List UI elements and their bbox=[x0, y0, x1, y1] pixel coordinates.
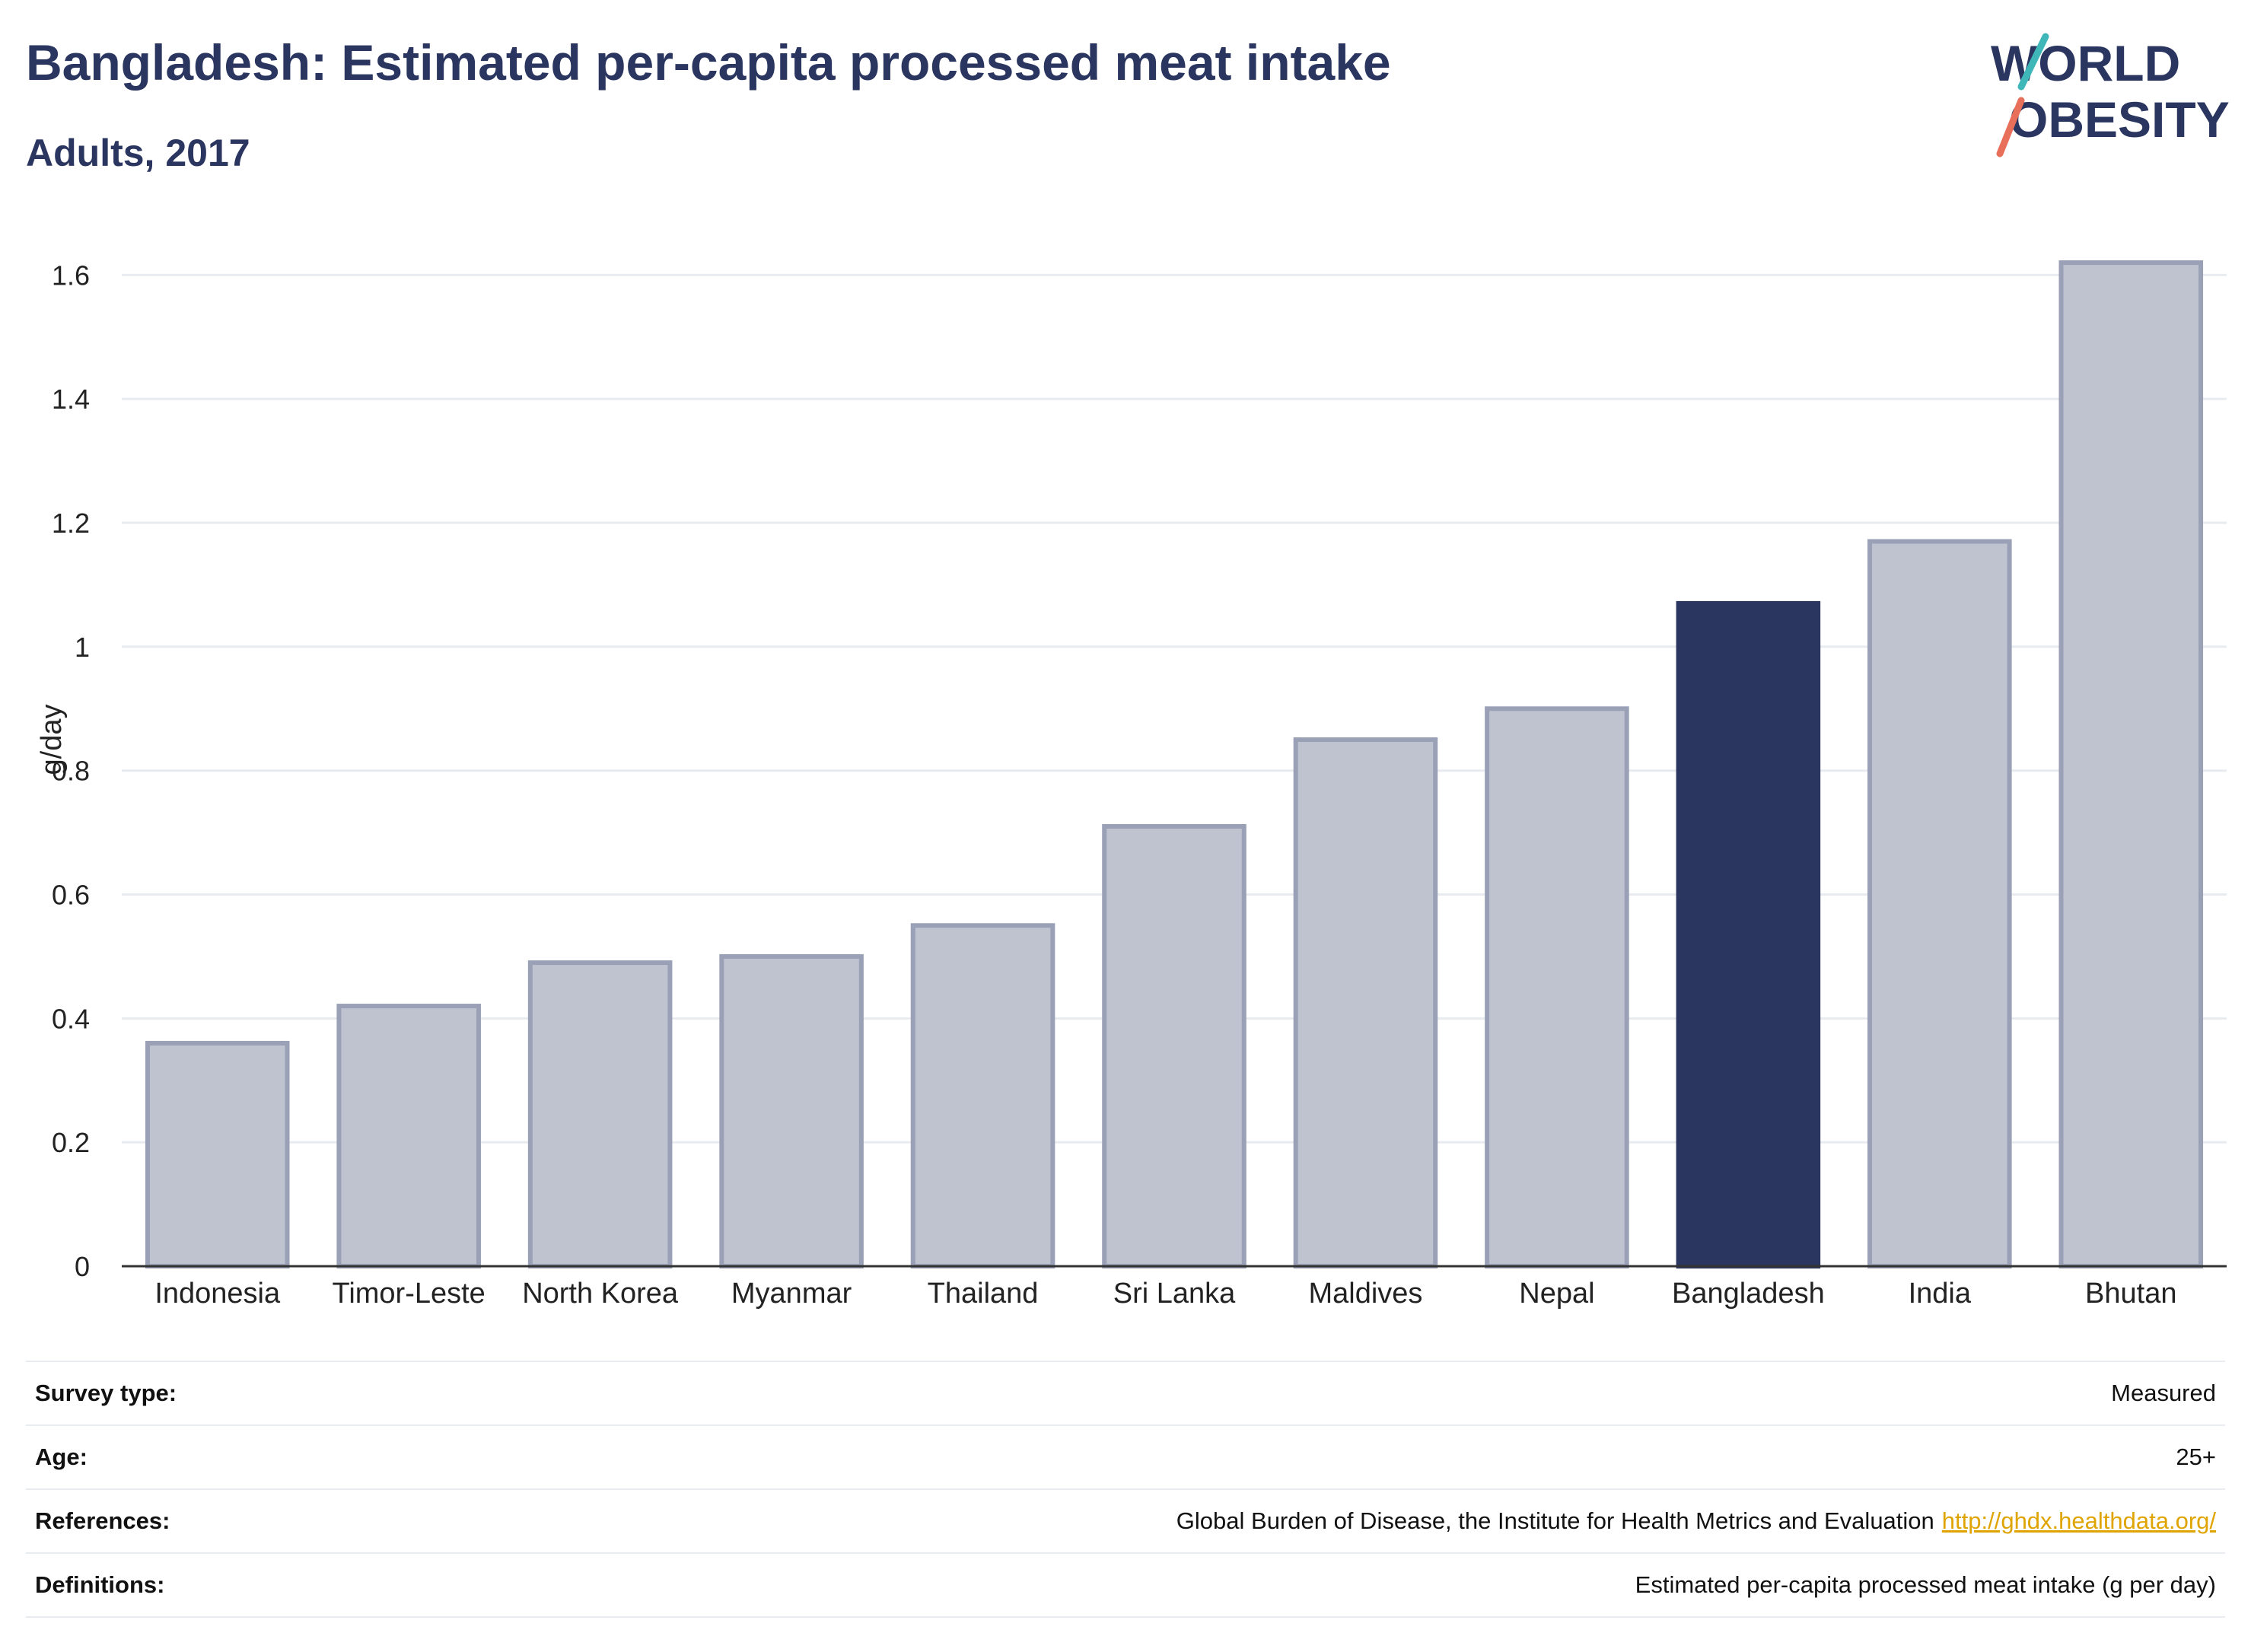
logo-line2: OBESITY bbox=[2009, 91, 2230, 148]
y-tick-label: 1 bbox=[75, 632, 90, 663]
x-tick-label: Maldives bbox=[1308, 1278, 1422, 1310]
world-obesity-logo: WORLD OBESITY bbox=[1991, 33, 2230, 158]
x-tick-label: Bhutan bbox=[2085, 1278, 2176, 1310]
info-label: Definitions: bbox=[35, 1571, 165, 1598]
bar-indonesia bbox=[145, 1040, 290, 1268]
page-title: Bangladesh: Estimated per-capita process… bbox=[26, 34, 1391, 91]
logo-slash-coral bbox=[1996, 97, 2025, 158]
bar-bangladesh bbox=[1676, 600, 1821, 1268]
info-value-references: Global Burden of Disease, the Institute … bbox=[1176, 1507, 2225, 1535]
bar-maldives bbox=[1293, 737, 1438, 1268]
info-label: Age: bbox=[35, 1444, 88, 1470]
reference-text: Global Burden of Disease, the Institute … bbox=[1176, 1507, 1934, 1534]
info-value: Estimated per-capita processed meat inta… bbox=[1635, 1571, 2216, 1598]
info-row-definitions: Definitions: Estimated per-capita proces… bbox=[26, 1552, 2225, 1618]
info-value: Measured bbox=[2111, 1380, 2216, 1406]
bar-nepal bbox=[1485, 706, 1629, 1268]
x-tick-label: Timor-Leste bbox=[333, 1278, 486, 1310]
y-tick-label: 0.6 bbox=[52, 880, 90, 911]
info-row-survey-type: Survey type: Measured bbox=[26, 1361, 2225, 1424]
info-label: Survey type: bbox=[35, 1380, 177, 1406]
info-table: Survey type: Measured Age: 25+ Reference… bbox=[26, 1361, 2225, 1618]
logo-slash-teal bbox=[2017, 33, 2049, 91]
y-tick-label: 1.6 bbox=[52, 259, 90, 291]
x-tick-label: Indonesia bbox=[154, 1278, 281, 1310]
y-tick-label: 1.2 bbox=[52, 508, 90, 539]
x-tick-label: Nepal bbox=[1519, 1278, 1594, 1310]
reference-link[interactable]: http://ghdx.healthdata.org/ bbox=[1941, 1507, 2216, 1534]
info-value: 25+ bbox=[2176, 1444, 2216, 1470]
x-tick-label: India bbox=[1909, 1278, 1972, 1310]
bar-timor-leste bbox=[336, 1004, 481, 1268]
page-subtitle: Adults, 2017 bbox=[26, 132, 250, 174]
y-tick-label: 0.8 bbox=[52, 756, 90, 787]
bar-bhutan bbox=[2058, 260, 2204, 1269]
info-row-age: Age: 25+ bbox=[26, 1424, 2225, 1488]
y-tick-label: 1.4 bbox=[52, 384, 90, 415]
x-tick-label: Sri Lanka bbox=[1113, 1278, 1236, 1310]
x-tick-label: Thailand bbox=[928, 1278, 1039, 1310]
bar-thailand bbox=[910, 923, 1055, 1268]
bar-sri-lanka bbox=[1102, 823, 1246, 1268]
x-tick-label: Bangladesh bbox=[1672, 1278, 1825, 1310]
y-tick-label: 0 bbox=[75, 1251, 90, 1282]
y-tick-label: 0.2 bbox=[52, 1127, 90, 1158]
bar-myanmar bbox=[719, 953, 864, 1268]
logo-line1: WORLD bbox=[1991, 35, 2180, 91]
info-row-references: References: Global Burden of Disease, th… bbox=[26, 1488, 2225, 1552]
x-tick-label: North Korea bbox=[522, 1278, 679, 1310]
x-tick-label: Myanmar bbox=[731, 1278, 852, 1310]
info-label: References: bbox=[35, 1507, 170, 1534]
bar-india bbox=[1867, 539, 2012, 1268]
y-axis-label: g/day bbox=[36, 705, 68, 775]
bar-north-korea bbox=[527, 960, 673, 1268]
y-tick-label: 0.4 bbox=[52, 1003, 90, 1034]
bar-chart: 0 0.2 0.4 0.6 0.8 1 1.2 1.4 1.6 g/day Indonesia Tim… bbox=[36, 259, 2227, 1310]
